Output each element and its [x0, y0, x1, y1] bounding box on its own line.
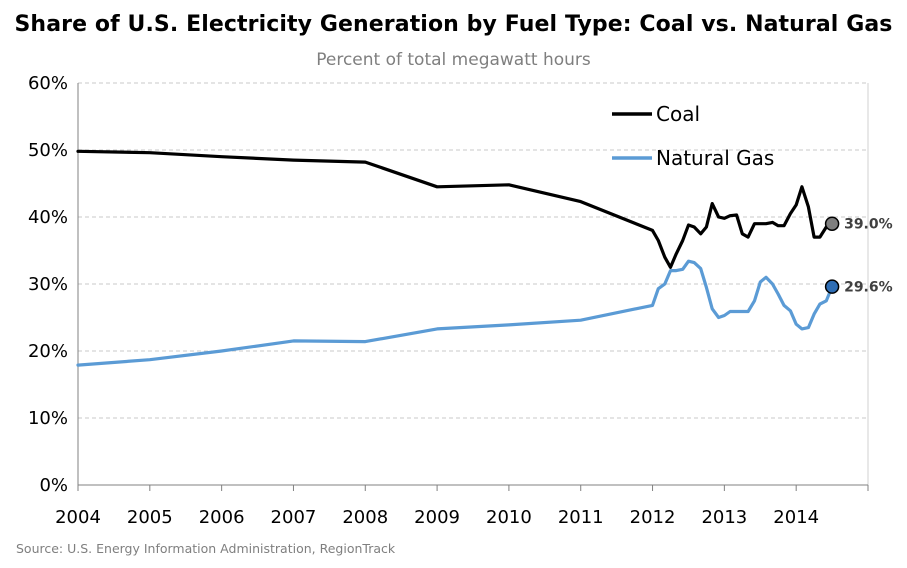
end-markers: 39.0% 29.6%	[824, 216, 893, 296]
y-tick-label: 30%	[28, 274, 68, 295]
end-value-label: 29.6%	[844, 280, 893, 296]
x-tick-label: 2004	[55, 507, 101, 528]
legend: Coal Natural Gas	[612, 102, 774, 170]
x-tick-label: 2012	[630, 507, 676, 528]
y-tick-label: 60%	[28, 73, 68, 94]
x-tick-label: 2006	[199, 507, 245, 528]
legend-label: Natural Gas	[656, 146, 774, 170]
legend-label: Coal	[656, 102, 700, 126]
y-tick-label: 50%	[28, 140, 68, 161]
series-line-coal	[76, 149, 834, 269]
grid-lines	[78, 82, 868, 419]
y-tick-label: 40%	[28, 207, 68, 228]
x-tick-label: 2008	[342, 507, 388, 528]
end-value-label: 39.0%	[844, 217, 893, 233]
axes	[77, 83, 869, 491]
y-tick-label: 20%	[28, 341, 68, 362]
end-point-marker	[824, 216, 840, 231]
x-tick-label: 2007	[271, 507, 317, 528]
chart-title: Share of U.S. Electricity Generation by …	[14, 12, 893, 37]
tick-labels: 0% 10% 20% 30% 40% 50% 60% 2004 2005 2006 2007 2008…	[28, 73, 819, 528]
x-tick-label: 2009	[414, 507, 460, 528]
source-note: Source: U.S. Energy Information Administ…	[16, 541, 396, 556]
series-line-natural-gas	[76, 259, 834, 367]
x-tick-label: 2014	[773, 507, 819, 528]
series-lines	[76, 149, 834, 367]
x-tick-label: 2010	[486, 507, 532, 528]
y-tick-label: 0%	[39, 475, 68, 496]
x-tick-label: 2013	[701, 507, 747, 528]
x-tick-label: 2011	[558, 507, 604, 528]
end-point-marker	[824, 279, 840, 294]
chart-subtitle: Percent of total megawatt hours	[316, 50, 591, 70]
y-tick-label: 10%	[28, 408, 68, 429]
x-tick-label: 2005	[127, 507, 173, 528]
